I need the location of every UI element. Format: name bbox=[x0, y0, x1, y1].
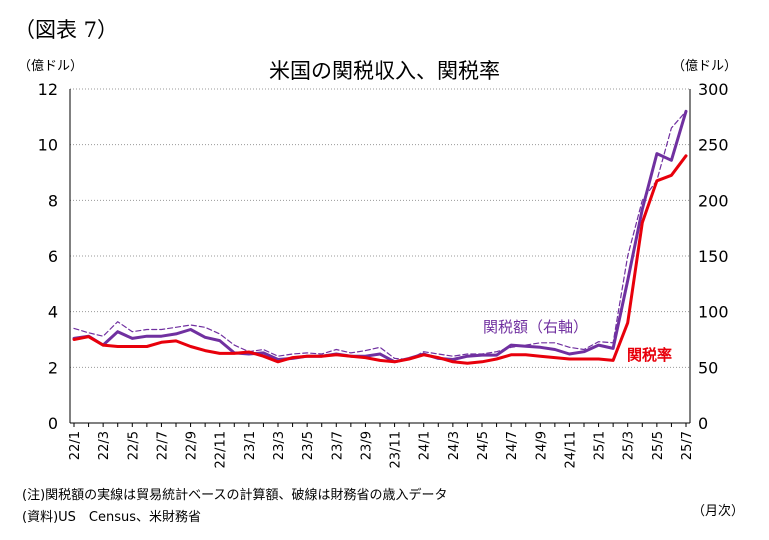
left-tick-label: 8 bbox=[48, 191, 58, 210]
x-tick-label: 24/3 bbox=[447, 431, 462, 460]
right-tick-label: 300 bbox=[698, 80, 729, 99]
left-tick-label: 12 bbox=[38, 80, 58, 99]
x-tick-label: 22/3 bbox=[97, 431, 112, 460]
right-tick-label: 100 bbox=[698, 303, 729, 322]
left-tick-label: 0 bbox=[48, 414, 58, 433]
x-tick-label: 24/1 bbox=[418, 431, 433, 460]
chart-title: 米国の関税収入、関税率 bbox=[269, 59, 500, 83]
x-tick-label: 22/7 bbox=[155, 431, 170, 460]
dashed-series-line bbox=[73, 110, 687, 361]
left-tick-label: 4 bbox=[48, 303, 58, 322]
x-tick-label: 23/11 bbox=[389, 431, 404, 468]
left-axis-unit: （億ドル） bbox=[18, 59, 84, 74]
right-tick-label: 250 bbox=[698, 136, 729, 155]
left-tick-label: 6 bbox=[48, 247, 58, 266]
chart-source: (資料)US Census、米財務省 bbox=[22, 510, 202, 525]
x-tick-label: 22/11 bbox=[214, 431, 229, 468]
figure-label: （図表 7） bbox=[14, 18, 119, 42]
series-label-tariff-rate: 関税率 bbox=[627, 346, 672, 364]
x-tick-label: 23/3 bbox=[272, 431, 287, 460]
right-tick-label: 200 bbox=[698, 191, 729, 210]
series-label-tariff-revenue: 関税額（右軸） bbox=[483, 318, 588, 336]
right-tick-label: 150 bbox=[698, 247, 729, 266]
x-tick-label: 22/1 bbox=[68, 431, 83, 460]
x-tick-label: 24/7 bbox=[505, 431, 520, 460]
x-tick-label: 23/5 bbox=[301, 431, 316, 460]
x-tick-label: 23/1 bbox=[243, 431, 258, 460]
right-axis-unit: （億ドル） bbox=[672, 59, 738, 74]
x-tick-label: 25/5 bbox=[651, 431, 666, 460]
right-tick-label: 0 bbox=[698, 414, 708, 433]
x-tick-label: 24/5 bbox=[476, 431, 491, 460]
x-tick-label: 23/7 bbox=[330, 431, 345, 460]
x-tick-label: 24/9 bbox=[534, 431, 549, 460]
left-tick-label: 2 bbox=[48, 358, 58, 377]
right-tick-label: 50 bbox=[698, 358, 718, 377]
x-tick-label: 22/9 bbox=[185, 431, 200, 460]
chart-note: (注)関税額の実線は貿易統計ベースの計算額、破線は財務省の歳入データ bbox=[22, 488, 448, 503]
series-line bbox=[72, 109, 688, 364]
x-tick-label: 24/11 bbox=[563, 431, 578, 468]
x-tick-label: 22/5 bbox=[126, 431, 141, 460]
x-tick-label: 23/9 bbox=[359, 431, 374, 460]
series-line bbox=[72, 154, 688, 365]
x-axis-unit: （月次） bbox=[692, 504, 745, 519]
x-tick-label: 25/7 bbox=[680, 431, 695, 460]
left-tick-label: 10 bbox=[38, 136, 58, 155]
x-tick-label: 25/3 bbox=[622, 431, 637, 460]
x-tick-label: 25/1 bbox=[593, 431, 608, 460]
